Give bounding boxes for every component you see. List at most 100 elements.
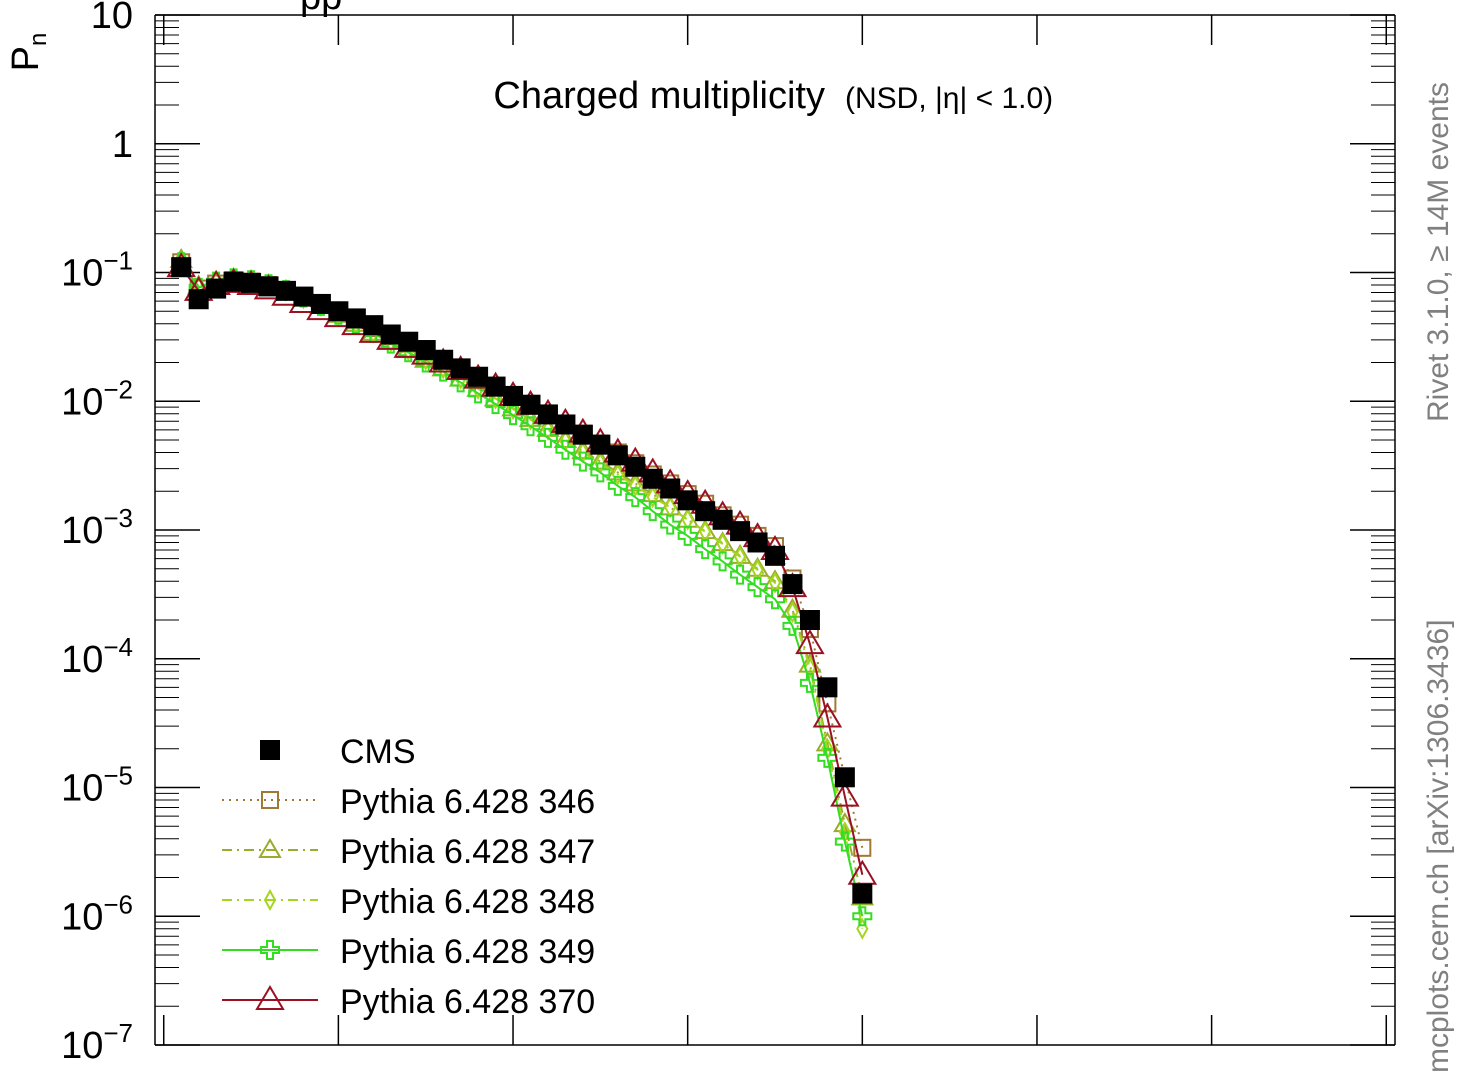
data-point: [553, 428, 578, 449]
data-point: [730, 521, 751, 542]
legend-marker: [258, 838, 282, 858]
top-cut-label: pp: [300, 0, 342, 18]
data-point: [503, 385, 524, 406]
chart-title: Charged multiplicity: [493, 75, 825, 117]
data-point: [660, 514, 681, 535]
y-axis-label-main: P: [5, 46, 47, 71]
rivet-version-text: Rivet 3.1.0, ≥ 14M events: [1422, 82, 1455, 422]
data-point: [433, 349, 454, 370]
y-tick-label: 10−7: [61, 1018, 133, 1067]
data-point: [328, 301, 349, 322]
y-tick-label: 1: [112, 124, 133, 166]
data-point: [241, 272, 262, 293]
legend-marker: [260, 940, 280, 960]
data-point: [468, 366, 489, 387]
data-point: [677, 525, 698, 546]
data-point: [712, 509, 733, 530]
data-point: [646, 486, 659, 509]
data-point: [834, 831, 855, 852]
data-point: [629, 474, 642, 497]
data-point: [834, 767, 855, 788]
data-point: [380, 324, 401, 345]
legend-entry-1: Pythia 6.428 346: [222, 783, 595, 821]
data-point: [503, 405, 524, 426]
data-point: [681, 508, 694, 531]
data-point: [450, 358, 471, 379]
series-4: [171, 252, 873, 927]
data-point: [782, 615, 803, 636]
data-point: [275, 280, 296, 301]
legend: CMS Pythia 6.428 346 Pythia 6.428 347 Pythi…: [222, 733, 595, 1021]
data-point: [782, 574, 803, 595]
legend-marker: [263, 888, 277, 912]
legend-entry-2: Pythia 6.428 347: [222, 833, 595, 871]
y-axis-label: Pn: [5, 33, 52, 72]
data-point: [398, 331, 419, 352]
data-point: [590, 462, 611, 483]
data-point: [293, 286, 314, 307]
data-point: [310, 293, 331, 314]
y-tick-label: 10−6: [61, 889, 133, 938]
y-tick-label: 10−1: [61, 246, 133, 295]
y-tick-label: 10−3: [61, 503, 133, 552]
legend-label: Pythia 6.428 349: [340, 933, 595, 971]
data-point: [693, 519, 717, 540]
data-point: [572, 424, 593, 445]
data-point: [345, 308, 366, 329]
data-point: [572, 451, 593, 472]
data-point: [188, 289, 209, 310]
legend-marker: [260, 740, 280, 760]
legend-entry-3: Pythia 6.428 348: [222, 883, 595, 921]
data-point: [730, 564, 751, 585]
data-point: [799, 672, 820, 693]
data-point: [485, 376, 506, 397]
data-point: [537, 404, 558, 425]
y-tick-label: 10−5: [61, 761, 133, 810]
data-point: [817, 677, 838, 698]
data-point: [520, 416, 541, 437]
data-point: [712, 551, 733, 572]
data-point: [803, 656, 817, 679]
data-point: [830, 781, 860, 807]
y-tick-label: 10−4: [61, 632, 133, 681]
legend-entry-5: Pythia 6.428 370: [222, 983, 595, 1021]
data-point: [415, 340, 436, 361]
data-point: [677, 490, 698, 511]
data-point: [555, 439, 576, 460]
legend-label: Pythia 6.428 347: [340, 833, 595, 871]
data-point: [625, 456, 646, 477]
data-point: [258, 276, 279, 297]
data-point: [206, 278, 227, 299]
y-tick-label: 10−2: [61, 374, 133, 423]
data-point: [817, 747, 838, 768]
data-point: [625, 487, 646, 508]
data-point: [765, 589, 785, 610]
y-axis-label-sub: n: [25, 33, 52, 46]
data-point: [363, 315, 384, 336]
series-layer: [166, 248, 878, 940]
legend-marker: [255, 985, 285, 1010]
data-point: [642, 501, 663, 522]
data-point: [765, 545, 785, 566]
data-point: [710, 531, 735, 552]
mcplots-reference-text: mcplots.cern.ch [arXiv:1306.3436]: [1422, 619, 1455, 1073]
legend-label: Pythia 6.428 370: [340, 983, 595, 1021]
data-point: [695, 539, 716, 560]
data-point: [607, 445, 628, 466]
legend-entry-0: CMS: [260, 733, 416, 771]
plot-frame: 10 1 10−1 10−2 10−3 10−4 10−5 10−6 10−7: [61, 0, 1396, 1067]
data-point: [171, 257, 192, 278]
legend-label: Pythia 6.428 346: [340, 783, 595, 821]
data-point: [812, 702, 843, 728]
legend-label: CMS: [340, 733, 416, 771]
series-line: [180, 261, 864, 849]
data-point: [728, 543, 752, 564]
data-point: [537, 427, 558, 448]
chart-subtitle: (NSD, |η| < 1.0): [845, 82, 1053, 115]
data-point: [590, 434, 611, 455]
data-point: [747, 577, 768, 598]
legend-marker: [261, 791, 279, 809]
data-point: [468, 383, 489, 404]
legend-entry-4: Pythia 6.428 349: [222, 933, 595, 971]
